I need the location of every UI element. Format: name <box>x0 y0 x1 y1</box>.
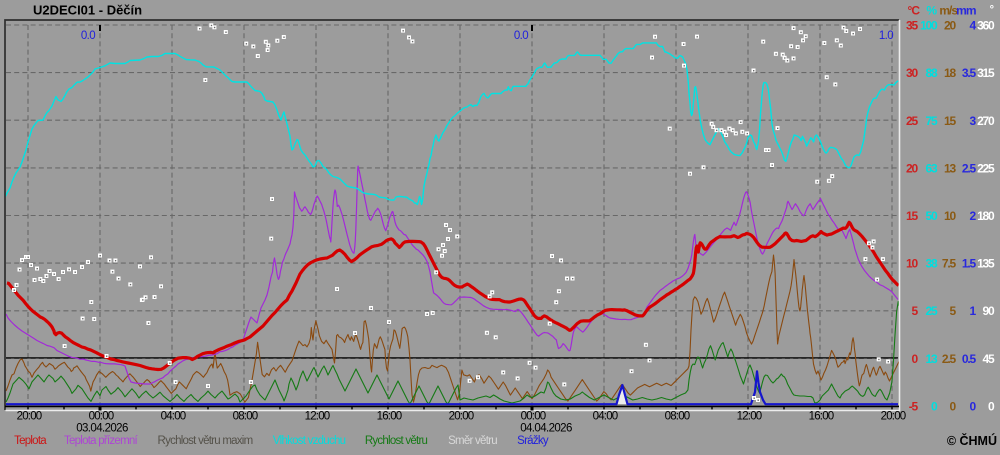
svg-text:Rychlost větru maxim: Rychlost větru maxim <box>158 435 253 447</box>
svg-text:%: % <box>926 4 937 18</box>
svg-text:15: 15 <box>944 114 956 128</box>
svg-text:0: 0 <box>950 400 957 414</box>
svg-text:315: 315 <box>977 66 995 80</box>
svg-text:63: 63 <box>926 161 938 175</box>
svg-text:0: 0 <box>931 400 938 414</box>
svg-text:2: 2 <box>970 209 977 223</box>
svg-text:270: 270 <box>977 114 995 128</box>
svg-text:1: 1 <box>970 304 977 318</box>
svg-text:03.04.2026: 03.04.2026 <box>76 423 128 435</box>
svg-text:0: 0 <box>988 400 995 414</box>
svg-text:Teplota přízemní: Teplota přízemní <box>64 435 139 447</box>
svg-text:Vlhkost vzduchu: Vlhkost vzduchu <box>273 435 346 447</box>
svg-text:1.5: 1.5 <box>962 257 977 271</box>
svg-text:75: 75 <box>926 114 938 128</box>
svg-text:3: 3 <box>970 114 977 128</box>
svg-text:-5: -5 <box>909 400 919 414</box>
svg-text:0.5: 0.5 <box>962 352 977 366</box>
svg-text:225: 225 <box>977 161 995 175</box>
svg-text:m/s: m/s <box>939 4 958 18</box>
svg-text:30: 30 <box>906 66 918 80</box>
svg-text:135: 135 <box>977 257 995 271</box>
svg-text:°C: °C <box>908 4 921 18</box>
svg-text:04:00: 04:00 <box>593 411 618 423</box>
svg-text:mm: mm <box>956 4 976 18</box>
svg-text:45: 45 <box>983 352 995 366</box>
svg-text:10: 10 <box>906 257 918 271</box>
svg-text:Směr větru: Směr větru <box>448 435 497 447</box>
svg-text:08:00: 08:00 <box>665 411 690 423</box>
svg-text:2.5: 2.5 <box>942 352 957 366</box>
svg-text:Teplota: Teplota <box>14 435 47 447</box>
svg-text:360: 360 <box>977 19 995 33</box>
svg-text:°: ° <box>990 4 994 16</box>
svg-text:04.04.2026: 04.04.2026 <box>520 423 572 435</box>
svg-text:10: 10 <box>944 209 956 223</box>
svg-text:12:00: 12:00 <box>305 411 330 423</box>
svg-text:5: 5 <box>912 304 919 318</box>
svg-text:U2DECI01 - Děčín: U2DECI01 - Děčín <box>33 3 142 18</box>
svg-text:00:00: 00:00 <box>89 411 114 423</box>
svg-text:© ČHMÚ: © ČHMÚ <box>947 433 997 448</box>
svg-text:3.5: 3.5 <box>962 66 977 80</box>
svg-text:38: 38 <box>926 257 938 271</box>
svg-text:0.0: 0.0 <box>514 30 528 42</box>
svg-text:50: 50 <box>926 209 938 223</box>
svg-text:0.0: 0.0 <box>81 30 95 42</box>
svg-text:2.5: 2.5 <box>962 161 977 175</box>
svg-text:7.5: 7.5 <box>942 257 957 271</box>
svg-text:1.0: 1.0 <box>879 30 893 42</box>
svg-text:5: 5 <box>950 304 957 318</box>
svg-text:20:00: 20:00 <box>881 411 906 423</box>
svg-text:16:00: 16:00 <box>377 411 402 423</box>
svg-text:13: 13 <box>944 161 956 175</box>
svg-text:16:00: 16:00 <box>809 411 834 423</box>
svg-text:0: 0 <box>970 400 977 414</box>
svg-text:90: 90 <box>983 304 995 318</box>
svg-text:12:00: 12:00 <box>737 411 762 423</box>
svg-text:25: 25 <box>926 304 938 318</box>
svg-text:15: 15 <box>906 209 918 223</box>
svg-text:35: 35 <box>906 19 918 33</box>
svg-text:25: 25 <box>906 114 918 128</box>
svg-text:04:00: 04:00 <box>161 411 186 423</box>
svg-text:13: 13 <box>926 352 938 366</box>
svg-text:0: 0 <box>912 352 919 366</box>
svg-text:20:00: 20:00 <box>449 411 474 423</box>
svg-text:Rychlost větru: Rychlost větru <box>365 435 428 447</box>
svg-text:08:00: 08:00 <box>233 411 258 423</box>
svg-text:100: 100 <box>920 19 938 33</box>
svg-text:20: 20 <box>944 19 956 33</box>
svg-text:88: 88 <box>926 66 938 80</box>
svg-text:180: 180 <box>977 209 995 223</box>
svg-text:20:00: 20:00 <box>17 411 42 423</box>
svg-text:00:00: 00:00 <box>521 411 546 423</box>
svg-text:4: 4 <box>970 19 977 33</box>
svg-text:20: 20 <box>906 161 918 175</box>
svg-text:Srážky: Srážky <box>517 435 549 447</box>
svg-text:18: 18 <box>944 66 956 80</box>
